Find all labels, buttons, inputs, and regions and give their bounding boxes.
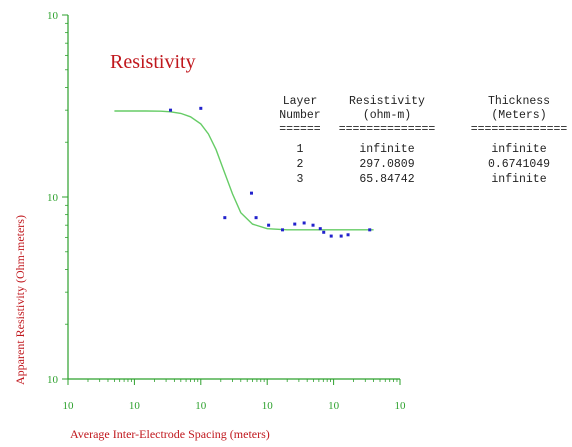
table-cell: infinite: [491, 173, 546, 186]
x-axis-title: Average Inter-Electrode Spacing (meters): [70, 427, 270, 441]
data-point: [293, 222, 297, 226]
y-tick-label: 10: [47, 374, 59, 386]
data-point: [254, 216, 258, 220]
table-header-line1: Layer: [283, 95, 318, 108]
table-cell: 1: [297, 143, 304, 156]
table-cell: 3: [297, 173, 304, 186]
x-tick-label: 10: [395, 400, 407, 412]
table-separator: ======: [279, 123, 321, 136]
y-axis-title: Apparent Resistivity (Ohm-meters): [13, 215, 27, 385]
data-point: [281, 228, 285, 232]
data-point: [249, 191, 253, 195]
data-point: [302, 221, 306, 225]
table-cell: 2: [297, 158, 304, 171]
x-axis-ticks: 10 10 10 10 10 10: [63, 379, 407, 412]
data-point: [267, 223, 271, 227]
data-point: [329, 234, 333, 238]
data-point: [322, 230, 326, 234]
data-points-layer: [169, 106, 372, 238]
table-cell: 297.0809: [359, 158, 414, 171]
y-tick-label: 10: [47, 192, 59, 204]
x-tick-label: 10: [262, 400, 274, 412]
data-point: [199, 106, 203, 110]
table-header-line1: Thickness: [488, 95, 550, 108]
x-tick-label: 10: [195, 400, 207, 412]
table-header-line2: (Meters): [491, 109, 546, 122]
data-point: [346, 233, 350, 237]
table-separator: ==============: [339, 123, 436, 136]
table-separator: ==============: [471, 123, 568, 136]
table-cell: infinite: [359, 143, 414, 156]
model-curve: [114, 110, 374, 231]
x-tick-label: 10: [328, 400, 340, 412]
table-header-line2: Number: [279, 109, 320, 122]
y-tick-label: 10: [47, 10, 59, 22]
data-point: [169, 108, 173, 112]
data-point: [339, 234, 343, 238]
table-header-line2: (ohm-m): [363, 109, 411, 122]
x-tick-label: 10: [129, 400, 141, 412]
data-point: [311, 223, 315, 227]
y-axis-ticks: 10 10 10: [47, 10, 68, 386]
model-curve-layer: [114, 110, 374, 231]
table-cell: infinite: [491, 143, 546, 156]
table-header-line1: Resistivity: [349, 95, 425, 108]
x-tick-label: 10: [63, 400, 75, 412]
table-cell: 0.6741049: [488, 158, 550, 171]
data-point: [223, 216, 227, 220]
table-cell: 65.84742: [359, 173, 414, 186]
data-point: [368, 228, 372, 232]
chart-title: Resistivity: [110, 51, 196, 73]
data-point: [318, 227, 322, 231]
